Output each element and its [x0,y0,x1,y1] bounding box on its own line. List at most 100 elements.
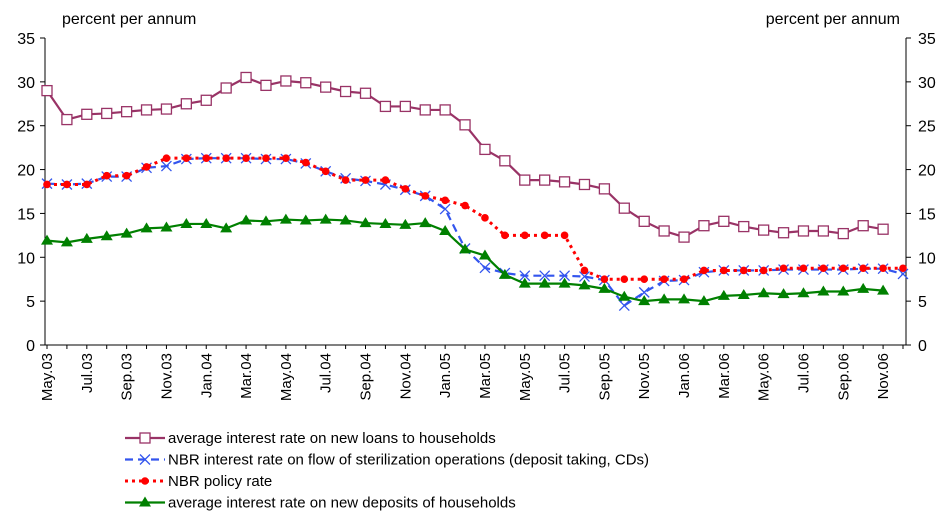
marker [899,264,907,273]
x-tick-label: Mar.04 [238,353,255,399]
marker [160,160,172,172]
marker [839,264,848,273]
marker [777,227,790,239]
y-tick-label: 30 [17,75,35,92]
x-tick-label: Jul.03 [79,353,96,393]
marker [540,231,549,240]
marker [697,295,710,306]
marker [459,119,471,131]
y2-tick-label: 10 [918,250,936,267]
x-tick-label: Mar.06 [716,353,733,399]
marker [401,185,410,193]
marker [638,295,651,306]
marker [638,286,650,298]
marker [501,231,509,240]
marker [618,202,630,214]
marker [618,290,631,301]
marker [578,279,591,290]
marker [220,222,233,233]
marker [857,220,869,232]
marker [819,264,828,273]
marker [638,215,650,227]
marker [359,217,372,228]
marker [399,218,412,229]
marker [600,275,609,284]
marker [301,158,310,167]
marker [160,221,173,232]
marker [379,217,392,228]
marker [200,94,212,106]
marker [319,213,332,224]
marker [758,224,770,236]
x-tick-label: Nov.04 [397,353,414,399]
marker [182,154,191,162]
marker [41,234,53,245]
marker [162,154,171,162]
y2-tick-label: 15 [918,206,936,223]
x-tick-label: Jul.05 [557,353,574,393]
marker [700,266,708,275]
marker [877,223,889,235]
marker [240,214,253,225]
marker [240,71,252,84]
marker [738,220,750,233]
marker [142,163,151,171]
marker [160,103,173,115]
marker [498,268,511,279]
marker [421,192,430,200]
marker [341,176,350,184]
marker [419,104,431,116]
marker [857,282,870,293]
marker [200,217,213,228]
marker [43,180,51,189]
marker [579,271,590,283]
marker [259,215,272,226]
marker [459,243,472,254]
marker [837,227,849,240]
marker [717,289,730,300]
x-tick-label: May.04 [278,353,295,401]
x-tick-label: Sep.04 [358,353,375,401]
marker [339,85,352,98]
y-tick-label: 0 [26,338,35,355]
marker [718,215,730,227]
x-tick-label: May.05 [517,353,534,401]
marker [877,284,890,295]
marker [220,82,232,94]
marker [859,264,867,273]
x-tick-label: Nov.03 [158,353,175,399]
marker [141,477,149,485]
marker [518,277,531,288]
marker [658,225,670,237]
x-tick-label: Nov.06 [875,353,892,399]
marker [100,230,113,241]
y2-tick-label: 25 [918,119,936,136]
marker [381,176,390,184]
marker [242,154,250,162]
y2-tick-label: 30 [918,75,936,92]
marker [837,285,850,296]
marker [320,81,332,93]
marker [817,225,830,237]
legend-label: NBR interest rate on flow of sterilizati… [168,452,649,469]
y-tick-label: 5 [26,294,35,311]
marker [660,275,668,284]
marker [757,287,770,298]
marker [101,107,113,120]
marker [680,275,688,284]
marker [519,270,531,282]
marker [598,282,611,293]
legend-label: NBR policy rate [168,473,272,490]
series-line [46,218,884,303]
y2-tick-label: 35 [918,31,936,48]
x-tick-label: Sep.05 [596,353,613,401]
marker [260,79,272,92]
marker [139,496,151,507]
marker [698,220,710,232]
marker [559,270,571,282]
marker [499,155,511,167]
marker [61,113,73,126]
marker [658,293,671,304]
marker [361,176,370,184]
marker [461,201,469,210]
